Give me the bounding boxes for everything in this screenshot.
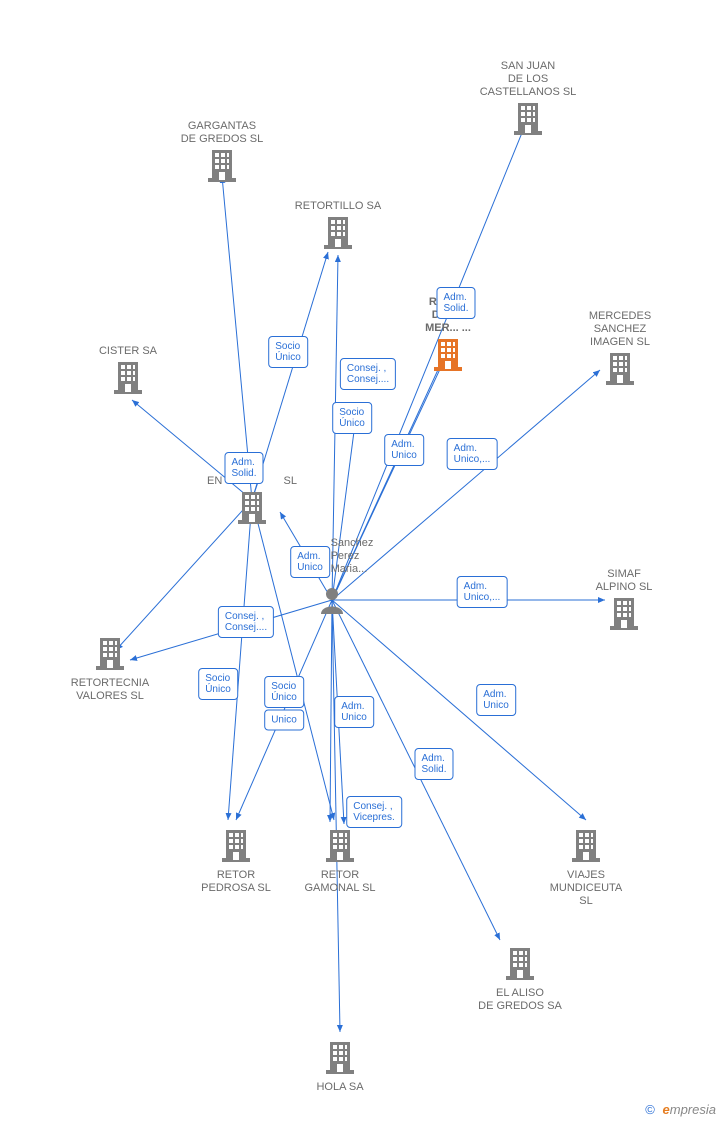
relation-label: Adm. Unico: [334, 696, 374, 728]
company-label: GARGANTAS DE GREDOS SL: [167, 120, 277, 146]
company-node[interactable]: VIAJES MUNDICEUTA SL: [531, 828, 641, 908]
company-node[interactable]: RETORTECNIA VALORES SL: [55, 636, 165, 703]
building-icon: [222, 828, 250, 867]
building-icon: [326, 1040, 354, 1079]
building-icon: [434, 337, 462, 376]
company-label: VIAJES MUNDICEUTA SL: [531, 869, 641, 908]
relation-label: Adm. Unico,...: [457, 576, 508, 608]
company-label: RETOR GAMONAL SL: [285, 869, 395, 895]
building-icon: [326, 828, 354, 867]
company-node[interactable]: SAN JUAN DE LOS CASTELLANOS SL: [473, 60, 583, 140]
building-icon: [208, 148, 236, 187]
building-icon: [514, 101, 542, 140]
company-node[interactable]: SIMAF ALPINO SL: [569, 568, 679, 635]
company-node[interactable]: HOLA SA: [285, 1040, 395, 1094]
relation-label: Adm. Unico: [384, 434, 424, 466]
building-icon: [324, 215, 352, 254]
company-label: HOLA SA: [285, 1081, 395, 1094]
company-node[interactable]: [197, 490, 307, 529]
company-label: CISTER SA: [73, 345, 183, 358]
company-node[interactable]: CISTER SA: [73, 345, 183, 399]
company-label: MERCEDES SANCHEZ IMAGEN SL: [565, 310, 675, 349]
building-icon: [114, 360, 142, 399]
company-node[interactable]: RETORTILLO SA: [283, 200, 393, 254]
company-node[interactable]: EL ALISO DE GREDOS SA: [465, 946, 575, 1013]
relation-label: Socio Único: [198, 668, 238, 700]
company-node[interactable]: RETOR GAMONAL SL: [285, 828, 395, 895]
company-label: SAN JUAN DE LOS CASTELLANOS SL: [473, 60, 583, 99]
building-icon: [610, 596, 638, 635]
company-node[interactable]: GARGANTAS DE GREDOS SL: [167, 120, 277, 187]
person-node[interactable]: [277, 586, 387, 621]
company-label: EL ALISO DE GREDOS SA: [465, 987, 575, 1013]
copyright-symbol: ©: [645, 1102, 655, 1117]
relation-label: Unico: [264, 710, 304, 731]
relation-label: Adm. Solid.: [414, 748, 453, 780]
building-icon: [238, 490, 266, 529]
company-node[interactable]: RETOR PEDROSA SL: [181, 828, 291, 895]
building-icon: [572, 828, 600, 867]
relation-label: Socio Único: [264, 676, 304, 708]
company-node[interactable]: MERCEDES SANCHEZ IMAGEN SL: [565, 310, 675, 390]
watermark: © empresia: [645, 1102, 716, 1117]
relation-label: Consej. , Consej....: [340, 358, 396, 390]
relation-label: Consej. , Vicepres.: [346, 796, 402, 828]
company-label: RETORTECNIA VALORES SL: [55, 677, 165, 703]
building-icon: [96, 636, 124, 675]
company-label: RETORTILLO SA: [283, 200, 393, 213]
relation-label: Adm. Solid.: [224, 452, 263, 484]
person-icon: [319, 586, 345, 621]
relation-label: Adm. Solid.: [436, 287, 475, 319]
company-label: SIMAF ALPINO SL: [569, 568, 679, 594]
relation-label: Adm. Unico: [290, 546, 330, 578]
relation-label: Socio Único: [268, 336, 308, 368]
brand-first-letter: e: [663, 1102, 670, 1117]
relation-label: Consej. , Consej....: [218, 606, 274, 638]
person-label: Sanchez Perez Maria...: [331, 537, 374, 576]
building-icon: [606, 351, 634, 390]
relation-label: Socio Único: [332, 402, 372, 434]
company-label: RETOR PEDROSA SL: [181, 869, 291, 895]
brand-rest: mpresia: [670, 1102, 716, 1117]
relation-label: Adm. Unico,...: [447, 438, 498, 470]
relation-label: Adm. Unico: [476, 684, 516, 716]
building-icon: [506, 946, 534, 985]
